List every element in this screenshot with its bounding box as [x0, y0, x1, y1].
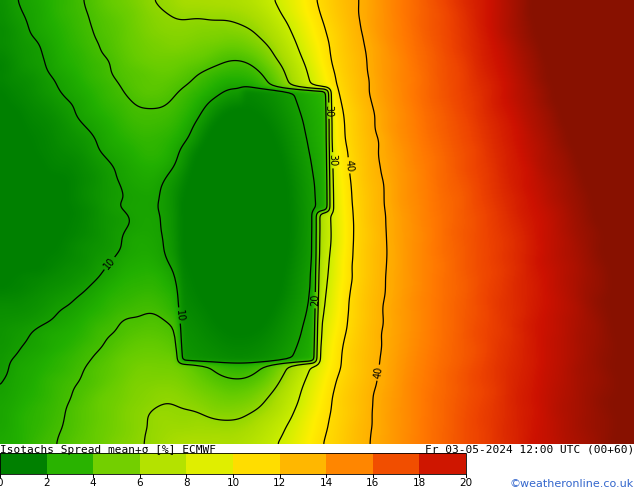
Text: Isotachs Spread mean+σ [%] ECMWF: Isotachs Spread mean+σ [%] ECMWF	[0, 445, 216, 455]
Text: ©weatheronline.co.uk: ©weatheronline.co.uk	[510, 479, 634, 489]
Text: 10: 10	[226, 478, 240, 489]
Bar	[419, 453, 466, 474]
Bar	[280, 453, 326, 474]
Text: Fr 03-05-2024 12:00 UTC (00+60): Fr 03-05-2024 12:00 UTC (00+60)	[425, 445, 634, 455]
Text: 14: 14	[320, 478, 333, 489]
Bar	[373, 453, 419, 474]
Bar	[186, 453, 233, 474]
Text: 18: 18	[413, 478, 426, 489]
Text: 10: 10	[174, 309, 185, 322]
Text: 6: 6	[136, 478, 143, 489]
Bar	[139, 453, 186, 474]
Text: 2: 2	[43, 478, 50, 489]
Bar	[0, 453, 47, 474]
Bar	[0, 453, 466, 474]
Bar	[47, 453, 93, 474]
Bar	[233, 453, 280, 474]
Text: 0: 0	[0, 478, 3, 489]
Text: 12: 12	[273, 478, 286, 489]
Bar	[93, 453, 139, 474]
Text: 4: 4	[90, 478, 96, 489]
Bar	[326, 453, 373, 474]
Text: 30: 30	[324, 104, 334, 117]
Text: 10: 10	[102, 255, 117, 271]
Text: 16: 16	[366, 478, 379, 489]
Text: 20: 20	[460, 478, 472, 489]
Text: 40: 40	[372, 366, 384, 379]
Text: 40: 40	[344, 159, 354, 172]
Text: 8: 8	[183, 478, 190, 489]
Text: 30: 30	[328, 154, 338, 167]
Text: 20: 20	[310, 294, 320, 306]
